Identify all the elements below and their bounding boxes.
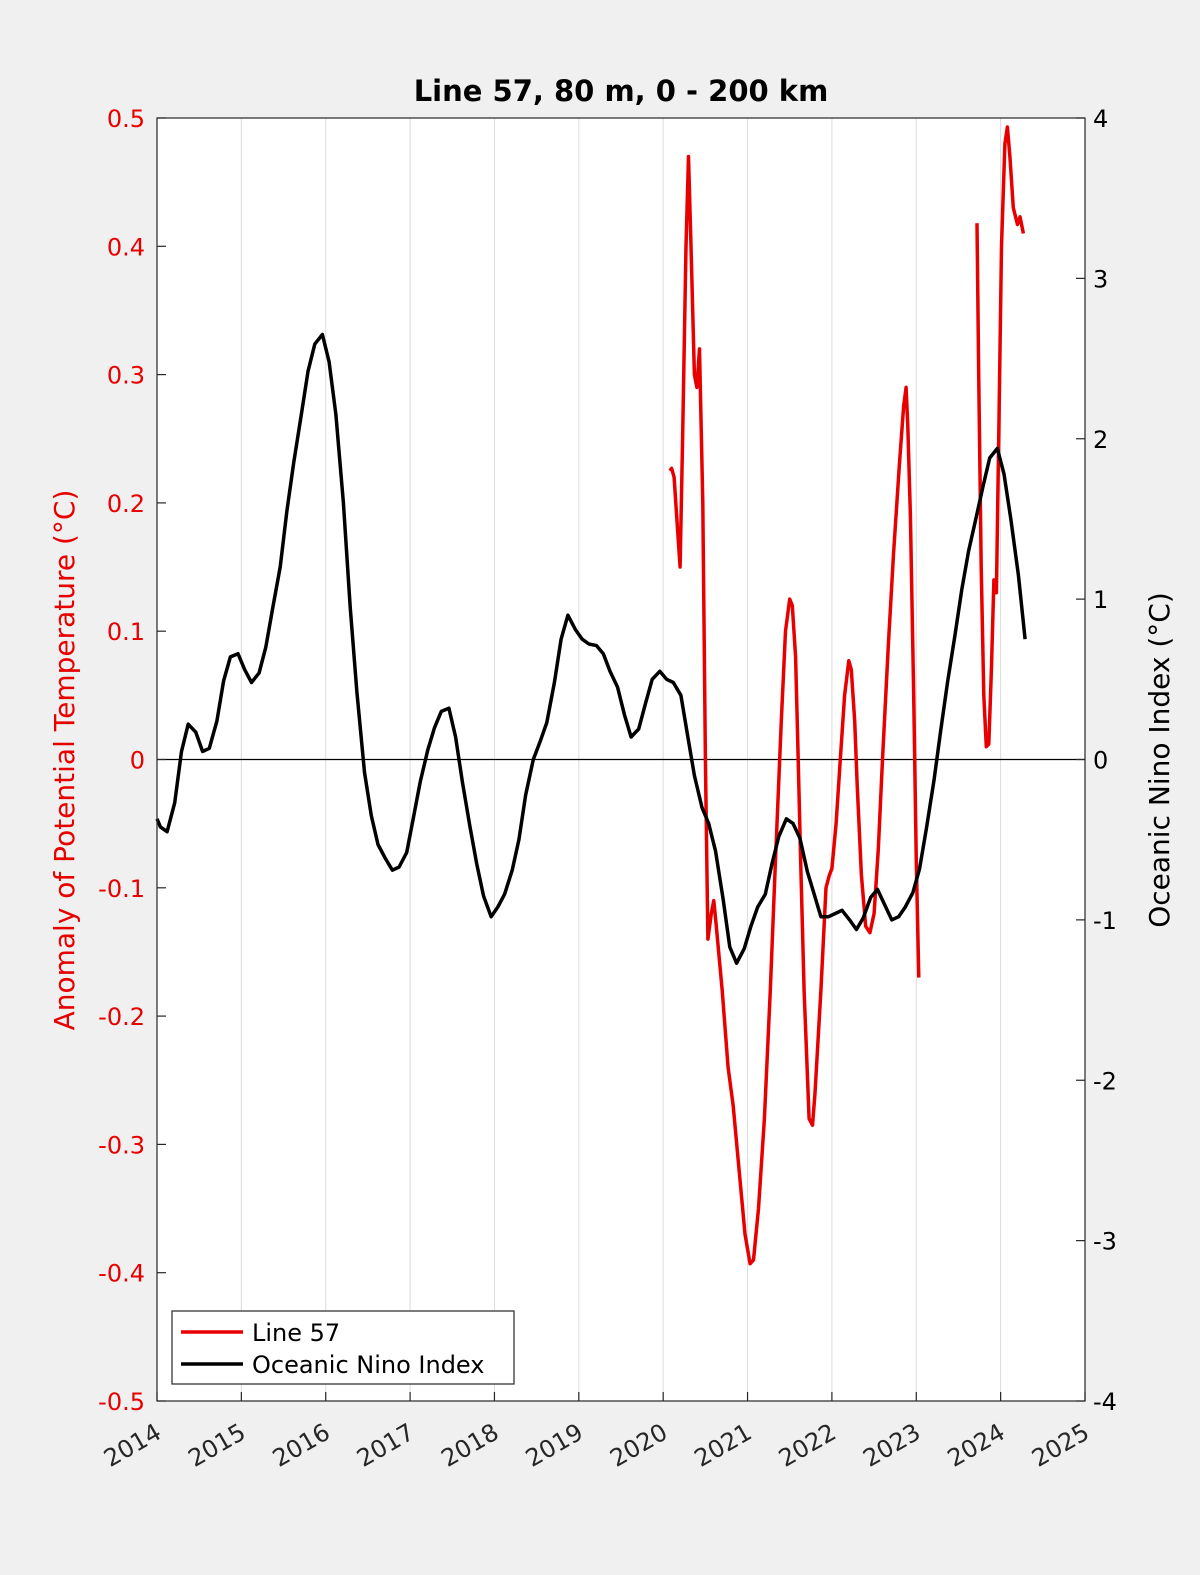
right-tick-label: 3 (1093, 265, 1108, 293)
x-tick-label: 2021 (690, 1418, 757, 1473)
x-tick-label: 2023 (858, 1418, 925, 1473)
left-tick-label: 0.3 (107, 362, 145, 390)
right-tick-label: -2 (1093, 1067, 1117, 1095)
x-tick-label: 2015 (183, 1418, 250, 1473)
legend-label-line-57: Line 57 (252, 1319, 340, 1347)
x-tick-label: 2025 (1027, 1418, 1094, 1473)
left-tick-label: 0.2 (107, 490, 145, 518)
right-y-axis: -4 -3 -2 -1 0 1 2 3 4 (1076, 105, 1117, 1416)
right-tick-label: -3 (1093, 1228, 1117, 1256)
left-tick-label: -0.3 (98, 1131, 145, 1159)
legend-box (171, 1310, 515, 1385)
right-tick-label: 1 (1093, 586, 1108, 614)
x-tick-label: 2020 (605, 1418, 672, 1473)
x-tick-label: 2018 (437, 1418, 504, 1473)
chart-title: Line 57, 80 m, 0 - 200 km (414, 74, 829, 108)
x-tick-label: 2014 (99, 1418, 166, 1473)
series-layer (155, 125, 1027, 1266)
x-tick-label: 2022 (774, 1418, 841, 1473)
x-tick-label: 2016 (268, 1418, 335, 1473)
left-tick-label: 0 (130, 747, 145, 775)
legend-label-oni: Oceanic Nino Index (252, 1351, 484, 1379)
right-tick-label: 0 (1093, 747, 1108, 775)
right-axis-label: Oceanic Nino Index (°C) (1143, 592, 1176, 928)
right-tick-label: -4 (1093, 1388, 1117, 1416)
right-tick-label: 4 (1093, 105, 1108, 133)
series-line-line-57 (668, 154, 921, 1266)
right-tick-label: -1 (1093, 907, 1117, 935)
left-tick-label: 0.1 (107, 618, 145, 646)
x-tick-label: 2017 (352, 1418, 419, 1473)
legend: Line 57 Oceanic Nino Index (171, 1310, 515, 1385)
left-tick-label: -0.1 (98, 875, 145, 903)
left-tick-label: 0.4 (107, 233, 145, 261)
left-tick-label: -0.5 (98, 1388, 145, 1416)
x-tick-label: 2019 (521, 1418, 588, 1473)
series-line-oceanic-nino-index (155, 332, 1027, 965)
x-tick-label: 2024 (943, 1418, 1010, 1473)
left-axis-label: Anomaly of Potential Temperature (°C) (48, 490, 81, 1031)
left-y-axis: -0.5 -0.4 -0.3 -0.2 -0.1 0 0.1 0.2 0.3 0.4 0.5 (98, 105, 166, 1416)
series-line-line-57 (975, 125, 1026, 749)
x-axis: 2014 2015 2016 2017 2018 2019 2020 2021 2022 2023… (99, 1392, 1094, 1473)
left-tick-label: -0.4 (98, 1260, 145, 1288)
left-tick-label: -0.2 (98, 1003, 145, 1031)
left-tick-label: 0.5 (107, 105, 145, 133)
right-tick-label: 2 (1093, 426, 1108, 454)
